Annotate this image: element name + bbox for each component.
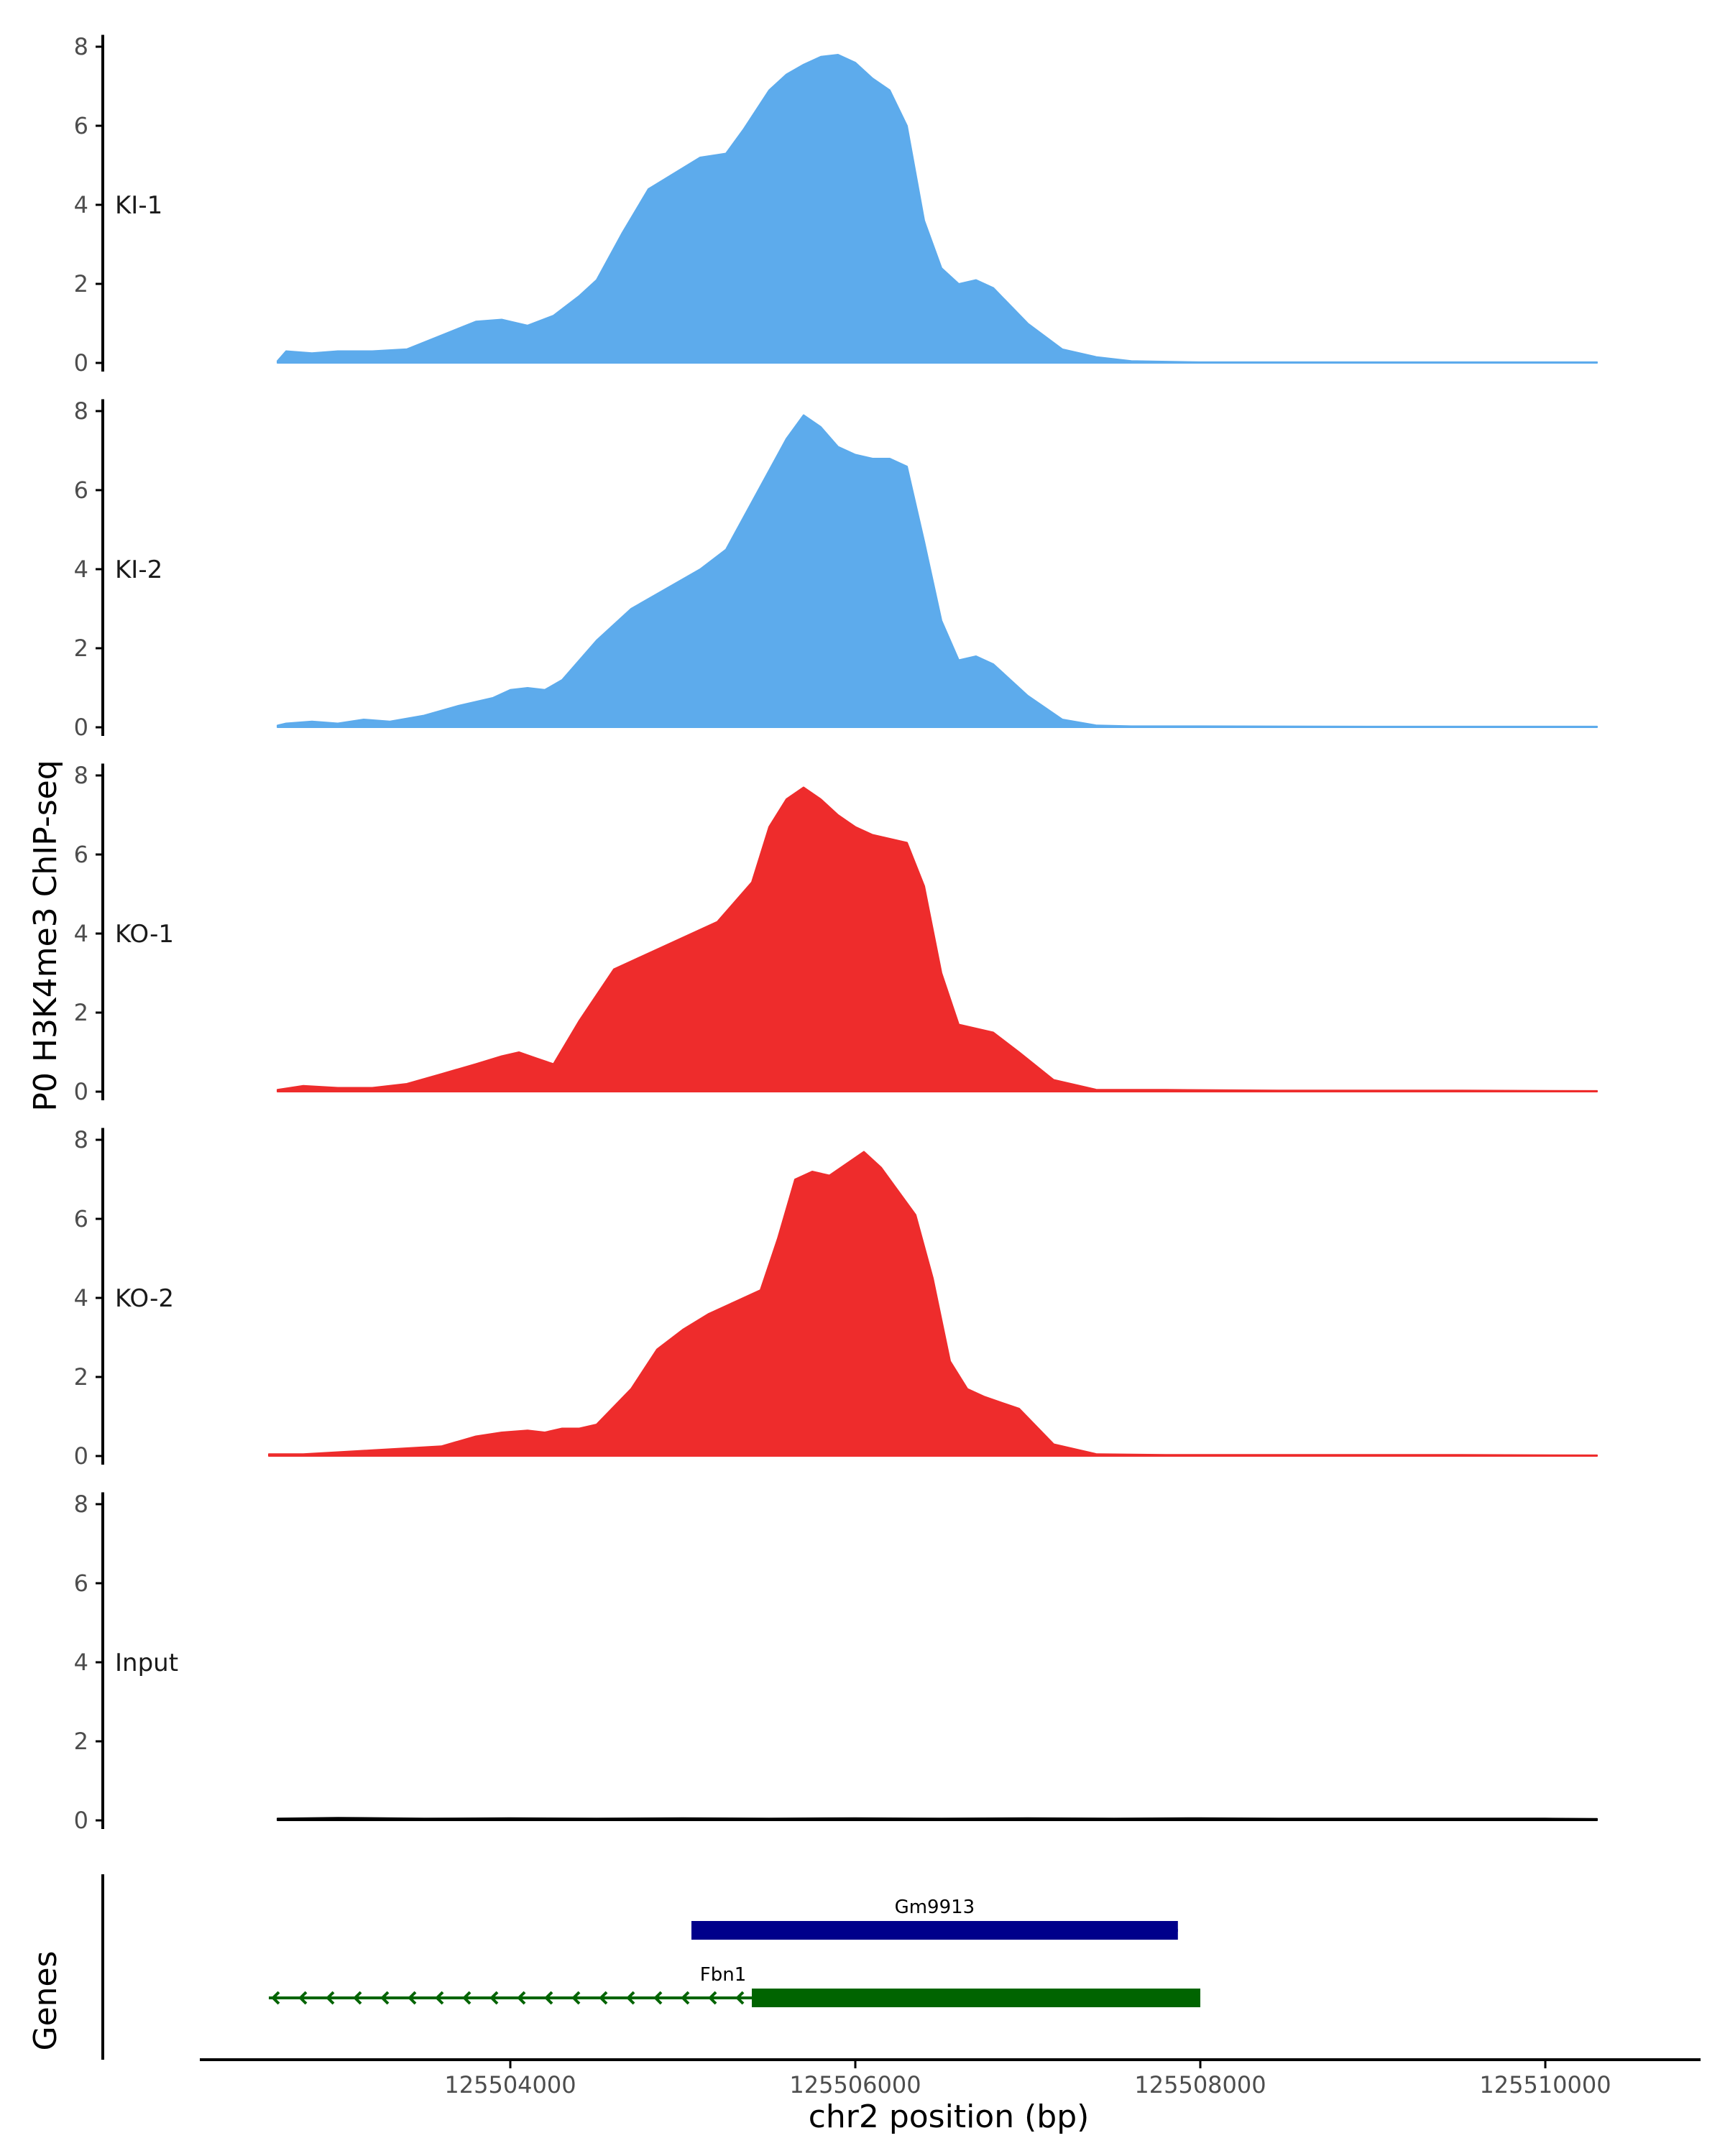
- strand-arrow: [271, 1991, 280, 2005]
- y-tick-label: 8: [74, 1126, 88, 1153]
- strand-arrow: [681, 1991, 690, 2005]
- y-tick-label: 4: [74, 556, 88, 583]
- x-tick-label: 125506000: [789, 2071, 921, 2099]
- strand-arrow: [489, 1991, 499, 2005]
- strand-arrow: [353, 1991, 362, 2005]
- strand-arrow: [571, 1991, 581, 2005]
- track-ki-2: 0 2 4 6 8 KI-2: [74, 397, 1598, 741]
- gene-exon-block: [691, 1921, 1178, 1940]
- gene-name-label: Gm9913: [895, 1897, 975, 1918]
- y-tick-label: 8: [74, 33, 88, 60]
- y-tick-label: 6: [74, 841, 88, 868]
- strand-arrow: [626, 1991, 635, 2005]
- y-tick-label: 8: [74, 1491, 88, 1518]
- strand-arrow: [517, 1991, 526, 2005]
- strand-arrow: [653, 1991, 663, 2005]
- strand-arrow: [408, 1991, 417, 2005]
- y-tick-label: 6: [74, 476, 88, 504]
- y-tick-label: 0: [74, 1078, 88, 1105]
- gene-exon-block: [752, 1989, 1200, 2007]
- x-tick-label: 125508000: [1134, 2071, 1266, 2099]
- y-axis-title: P0 H3K4me3 ChIP-seq: [27, 760, 64, 1111]
- strand-arrow: [599, 1991, 608, 2005]
- gene-fbn1: Fbn1: [269, 1964, 1200, 2007]
- track-ko-2: 0 2 4 6 8 KO-2: [74, 1126, 1598, 1470]
- track-label-ko-1: KO-1: [115, 920, 174, 949]
- y-tick-label: 4: [74, 920, 88, 947]
- y-tick-label: 6: [74, 1570, 88, 1597]
- y-tick-label: 0: [74, 1442, 88, 1470]
- coverage-area-ki-1: [277, 54, 1598, 364]
- strand-arrow: [544, 1991, 553, 2005]
- track-label-ko-2: KO-2: [115, 1284, 174, 1313]
- y-tick-label: 2: [74, 999, 88, 1026]
- strand-arrow: [435, 1991, 444, 2005]
- track-label-ki-1: KI-1: [115, 191, 162, 220]
- track-ki-1: 0 2 4 6 8 KI-1: [74, 33, 1598, 377]
- coverage-area-ko-2: [268, 1151, 1598, 1457]
- x-axis: 125504000 125506000 125508000 125510000: [200, 2058, 1701, 2099]
- coverage-area-input: [277, 1817, 1598, 1821]
- track-label-input: Input: [115, 1649, 178, 1677]
- gene-name-label: Fbn1: [700, 1964, 746, 1986]
- coverage-tracks: 0 2 4 6 8 KI-1 0 2 4 6 8 KI-2 0 2 4 6 8 KO-1 0 2 4 6 8 KO-2 0 2 4 6…: [74, 33, 1598, 1834]
- x-axis-title: chr2 position (bp): [809, 2099, 1090, 2135]
- strand-arrow: [326, 1991, 335, 2005]
- strand-arrow: [462, 1991, 472, 2005]
- genes-track-title: Genes: [27, 1950, 64, 2050]
- y-tick-label: 2: [74, 270, 88, 298]
- coverage-area-ko-1: [277, 786, 1598, 1092]
- y-tick-label: 4: [74, 191, 88, 218]
- coverage-area-ki-2: [277, 414, 1598, 728]
- y-tick-label: 4: [74, 1284, 88, 1312]
- y-tick-label: 8: [74, 397, 88, 425]
- track-label-ki-2: KI-2: [115, 556, 162, 584]
- y-tick-label: 6: [74, 1205, 88, 1233]
- x-tick-label: 125510000: [1479, 2071, 1611, 2099]
- y-tick-label: 0: [74, 714, 88, 741]
- strand-arrow: [380, 1991, 390, 2005]
- strand-arrow: [735, 1991, 745, 2005]
- strand-arrows: [271, 1991, 745, 2005]
- strand-arrow: [708, 1991, 717, 2005]
- y-tick-label: 6: [74, 112, 88, 139]
- y-tick-label: 2: [74, 1363, 88, 1391]
- y-tick-label: 8: [74, 762, 88, 789]
- y-tick-label: 2: [74, 635, 88, 662]
- x-tick-label: 125504000: [444, 2071, 576, 2099]
- gene-gm9913: Gm9913: [691, 1897, 1178, 1940]
- y-tick-label: 4: [74, 1649, 88, 1676]
- y-tick-label: 0: [74, 349, 88, 377]
- genes-track: Gm9913 Fbn1: [101, 1874, 1200, 2060]
- strand-arrow: [298, 1991, 308, 2005]
- track-ko-1: 0 2 4 6 8 KO-1: [74, 762, 1598, 1105]
- y-tick-label: 0: [74, 1807, 88, 1834]
- track-input: 0 2 4 6 8 Input: [74, 1491, 1598, 1834]
- y-tick-label: 2: [74, 1728, 88, 1755]
